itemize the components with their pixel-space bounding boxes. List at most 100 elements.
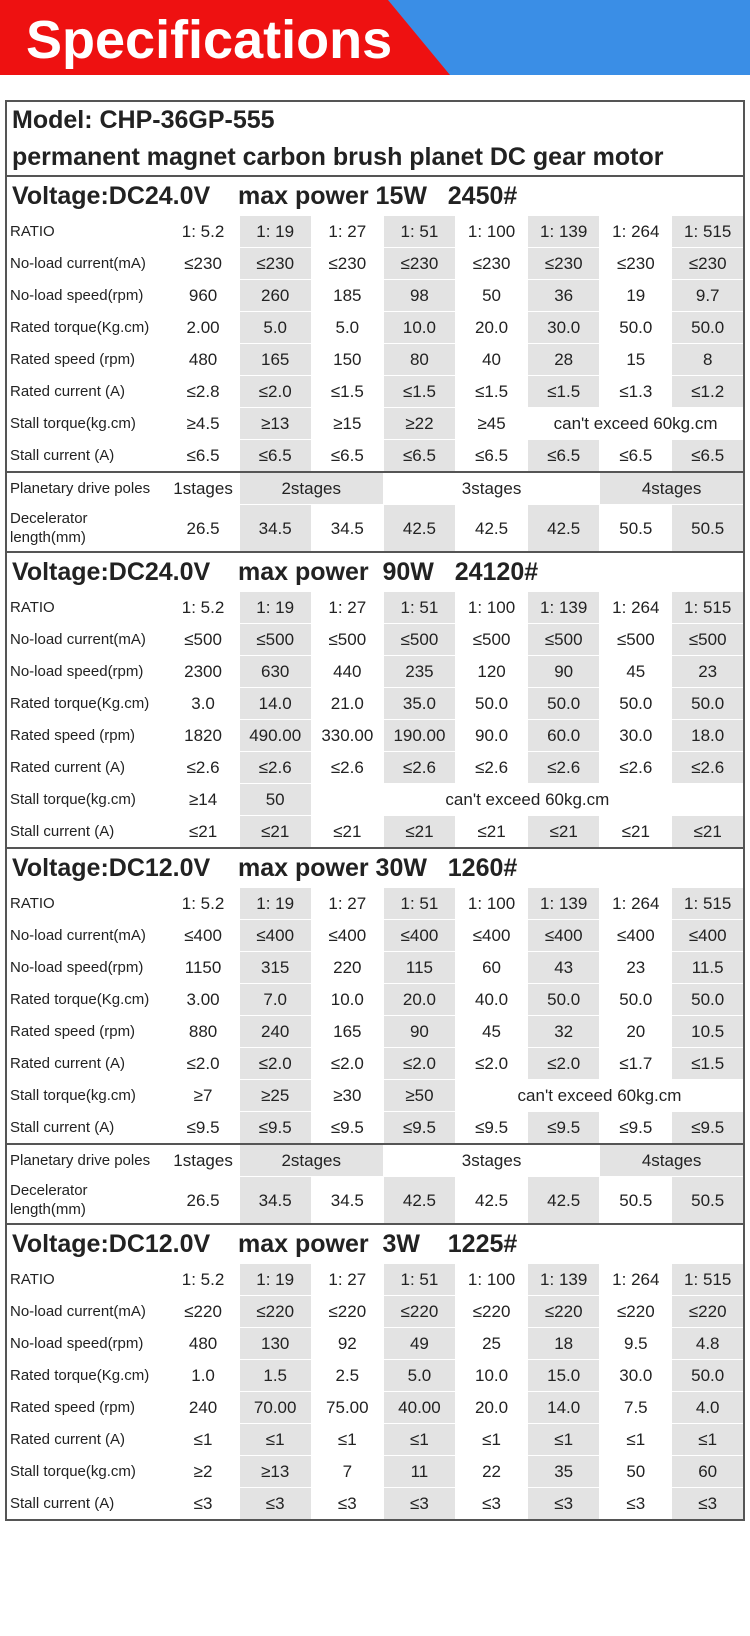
value-cell: 880 (166, 1015, 240, 1048)
value-cell: 50 (238, 783, 312, 816)
value-cell: 4.0 (671, 1391, 745, 1424)
value-cell: ≤230 (238, 247, 312, 280)
spec-row: Rated speed (rpm) 880 240 165 90 45 32 20 10.5 (5, 1015, 745, 1048)
spec-row: No-load speed(rpm) 960 260 185 98 50 36 19 9.7 (5, 279, 745, 312)
value-cell: ≤21 (382, 815, 457, 849)
row-label: Stall current (A) (5, 1111, 168, 1145)
value-cell: ≤500 (454, 623, 529, 656)
value-cell: 2stages (238, 471, 384, 505)
value-cell: 22 (454, 1455, 529, 1488)
value-cell: 45 (454, 1015, 529, 1048)
value-cell: 28 (527, 343, 601, 376)
row-label: Rated torque(Kg.cm) (5, 1359, 168, 1392)
value-cell: 60 (671, 1455, 745, 1488)
value-cell: 40.00 (382, 1391, 457, 1424)
value-cell: ≤9.5 (166, 1111, 240, 1145)
value-cell: 165 (310, 1015, 384, 1048)
value-cell: ≥22 (382, 407, 457, 440)
value-cell: ≤1 (527, 1423, 601, 1456)
value-cell: 26.5 (166, 504, 240, 553)
section-title: Voltage:DC12.0V max power 30W 1260# (5, 847, 745, 888)
value-cell: 19 (599, 279, 673, 312)
value-cell: ≤1 (454, 1423, 529, 1456)
spec-row: No-load speed(rpm) 1150 315 220 115 60 43 23 11.… (5, 951, 745, 984)
value-cell: ≤21 (454, 815, 529, 849)
value-cell: 1: 100 (454, 215, 529, 248)
value-cell: 5.0 (310, 311, 384, 344)
value-cell: ≤3 (454, 1487, 529, 1521)
value-cell: 1stages (166, 1143, 240, 1177)
value-cell: ≤230 (382, 247, 457, 280)
value-cell: 50.5 (599, 504, 673, 553)
row-label: No-load speed(rpm) (5, 655, 168, 688)
value-cell: ≤21 (671, 815, 745, 849)
value-cell: 42.5 (527, 1176, 601, 1225)
value-cell: 1: 27 (310, 591, 384, 624)
banner-title: Specifications (26, 10, 392, 70)
value-cell: 11 (382, 1455, 457, 1488)
value-cell: ≤3 (527, 1487, 601, 1521)
spec-body: Model: CHP-36GP-555 permanent magnet carb… (5, 100, 745, 1521)
value-cell: 70.00 (238, 1391, 312, 1424)
value-cell: 1: 51 (382, 215, 457, 248)
row-label: Rated torque(Kg.cm) (5, 983, 168, 1016)
row-label: Planetary drive poles (5, 471, 168, 505)
value-cell: ≤6.5 (166, 439, 240, 473)
value-cell: 14.0 (527, 1391, 601, 1424)
value-cell: ≤220 (527, 1295, 601, 1328)
value-cell: ≤1 (599, 1423, 673, 1456)
banner-red (0, 0, 450, 75)
value-cell: ≤9.5 (238, 1111, 312, 1145)
row-label: Rated speed (rpm) (5, 719, 168, 752)
spec-row: Rated current (A) ≤2.0 ≤2.0 ≤2.0 ≤2.0 ≤2.0 ≤2.… (5, 1047, 745, 1080)
value-cell: ≤6.5 (599, 439, 673, 473)
row-label: No-load speed(rpm) (5, 951, 168, 984)
value-cell: 1150 (166, 951, 240, 984)
value-cell: 1: 5.2 (166, 215, 240, 248)
value-cell: ≤6.5 (454, 439, 529, 473)
value-cell: 50 (454, 279, 529, 312)
spec-row: Rated current (A) ≤2.8 ≤2.0 ≤1.5 ≤1.5 ≤1.5 ≤1.… (5, 375, 745, 408)
value-cell: 120 (454, 655, 529, 688)
value-cell: ≤1.3 (599, 375, 673, 408)
section-header-row: Voltage:DC12.0V max power 3W 1225# (5, 1223, 745, 1264)
value-cell: 30.0 (599, 719, 673, 752)
value-cell: 220 (310, 951, 384, 984)
value-cell: 1: 139 (527, 591, 601, 624)
value-cell: ≤2.6 (310, 751, 384, 784)
row-label: Rated speed (rpm) (5, 343, 168, 376)
value-cell: ≤2.0 (166, 1047, 240, 1080)
value-cell: 92 (310, 1327, 384, 1360)
value-cell: ≥2 (166, 1455, 240, 1488)
value-cell: ≤230 (599, 247, 673, 280)
value-cell: 1: 100 (454, 1263, 529, 1296)
section-title: Voltage:DC24.0V max power 15W 2450# (5, 175, 745, 216)
value-cell: 50.5 (599, 1176, 673, 1225)
value-cell: 240 (238, 1015, 312, 1048)
value-cell: 480 (166, 1327, 240, 1360)
value-cell: ≤3 (310, 1487, 384, 1521)
value-cell: 90.0 (454, 719, 529, 752)
value-cell: ≤9.5 (671, 1111, 745, 1145)
value-cell: ≤500 (671, 623, 745, 656)
value-cell: ≤230 (527, 247, 601, 280)
value-cell: 50.0 (671, 311, 745, 344)
value-cell: 2stages (238, 1143, 384, 1177)
value-cell: 50.0 (454, 687, 529, 720)
spec-row: Rated torque(Kg.cm) 1.0 1.5 2.5 5.0 10.0 15.0 3… (5, 1359, 745, 1392)
row-label: Rated torque(Kg.cm) (5, 311, 168, 344)
value-cell: 1: 5.2 (166, 887, 240, 920)
spec-row: Stall torque(kg.cm) ≥4.5 ≥13 ≥15 ≥22 ≥45 can't… (5, 407, 745, 440)
value-cell: ≤1 (671, 1423, 745, 1456)
spec-table: Model: CHP-36GP-555 permanent magnet carb… (5, 100, 745, 1521)
value-cell: 10.0 (382, 311, 457, 344)
value-cell: ≤400 (454, 919, 529, 952)
value-cell: 130 (238, 1327, 312, 1360)
value-cell: 8 (671, 343, 745, 376)
spec-row: Stall torque(kg.cm) ≥7 ≥25 ≥30 ≥50 can't exce… (5, 1079, 745, 1112)
value-cell: 15.0 (527, 1359, 601, 1392)
value-cell: 50.0 (599, 983, 673, 1016)
value-cell: 7.5 (599, 1391, 673, 1424)
spec-row: No-load speed(rpm) 480 130 92 49 25 18 9.5 4.8 (5, 1327, 745, 1360)
row-label: Planetary drive poles (5, 1143, 168, 1177)
